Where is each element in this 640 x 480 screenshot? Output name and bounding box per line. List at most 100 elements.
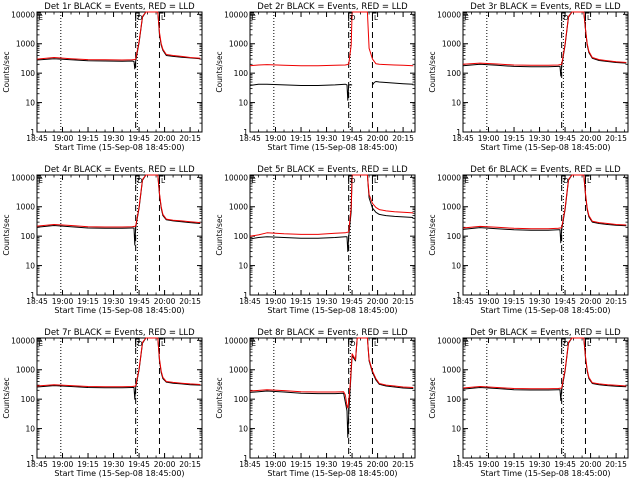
y-tick-label: 100 xyxy=(234,232,249,241)
x-tick-label: 20:15 xyxy=(392,297,414,306)
x-tick-label: 19:30 xyxy=(316,297,338,306)
y-tick-label: 1000 xyxy=(229,366,248,375)
x-tick-label: 20:15 xyxy=(179,134,201,143)
events-series-line xyxy=(249,174,414,252)
marker-label: D xyxy=(350,14,355,22)
x-tick-label: 20:15 xyxy=(605,460,627,469)
y-tick-label: 100 xyxy=(21,69,36,78)
y-tick-label: 100 xyxy=(447,395,462,404)
x-tick-label: 20:00 xyxy=(154,297,176,306)
x-tick-label: 19:15 xyxy=(77,297,99,306)
y-tick-label: 1000 xyxy=(16,366,35,375)
x-tick-label: 19:30 xyxy=(103,460,125,469)
lld-series-line xyxy=(249,11,414,67)
x-tick-label: 19:00 xyxy=(478,460,500,469)
x-tick-label: 19:15 xyxy=(77,134,99,143)
y-axis-label: Counts/sec xyxy=(2,51,11,92)
marker-label: D xyxy=(137,14,142,22)
x-axis-label: Start Time (15-Sep-08 18:45:00) xyxy=(267,143,397,152)
x-tick-label: 19:15 xyxy=(503,134,525,143)
events-series-line xyxy=(462,174,627,244)
x-tick-label: 20:00 xyxy=(367,460,389,469)
y-tick-label: 10000 xyxy=(437,10,461,19)
panel: Det 4r BLACK = Events, RED = LLD 1 10 100 10… xyxy=(2,165,203,315)
y-tick-label: 100 xyxy=(234,395,249,404)
x-tick-label: 18:45 xyxy=(239,297,261,306)
marker-label: E xyxy=(465,340,469,348)
y-tick-label: 1000 xyxy=(442,203,461,212)
x-axis-label: Start Time (15-Sep-08 18:45:00) xyxy=(267,469,397,478)
y-tick-label: 10 xyxy=(25,262,35,271)
y-tick-label: 1 xyxy=(30,291,35,300)
y-tick-label: 10 xyxy=(238,262,248,271)
x-tick-label: 20:00 xyxy=(367,134,389,143)
panel: Det 1r BLACK = Events, RED = LLD 1 10 100 10… xyxy=(2,2,203,152)
marker-label: L xyxy=(374,14,378,22)
panel-title: Det 6r BLACK = Events, RED = LLD xyxy=(470,165,621,175)
x-tick-label: 19:00 xyxy=(52,297,74,306)
x-tick-label: 19:30 xyxy=(103,134,125,143)
plot-frame xyxy=(249,337,416,459)
x-tick-label: 19:30 xyxy=(529,460,551,469)
y-tick-label: 10000 xyxy=(11,336,35,345)
events-series-line xyxy=(372,81,414,86)
lld-series-line xyxy=(36,174,201,228)
y-tick-label: 10 xyxy=(238,425,248,434)
y-tick-label: 1 xyxy=(30,128,35,137)
plot-frame xyxy=(462,11,629,133)
lld-series-line xyxy=(249,337,414,409)
x-tick-label: 20:15 xyxy=(392,460,414,469)
x-tick-label: 19:45 xyxy=(341,134,363,143)
marker-label: D xyxy=(563,177,568,185)
x-tick-label: 18:45 xyxy=(452,134,474,143)
x-tick-label: 20:00 xyxy=(580,297,602,306)
y-tick-label: 100 xyxy=(21,232,36,241)
panel: Det 5r BLACK = Events, RED = LLD 1 10 100 10… xyxy=(215,165,416,315)
x-tick-label: 20:15 xyxy=(392,134,414,143)
x-tick-label: 18:45 xyxy=(26,134,48,143)
marker-label: E xyxy=(39,177,43,185)
y-tick-label: 10000 xyxy=(11,173,35,182)
x-axis-label: Start Time (15-Sep-08 18:45:00) xyxy=(480,469,610,478)
marker-label: E xyxy=(465,14,469,22)
y-tick-label: 10 xyxy=(451,99,461,108)
marker-label: D xyxy=(350,340,355,348)
x-tick-label: 18:45 xyxy=(26,460,48,469)
panel-title: Det 5r BLACK = Events, RED = LLD xyxy=(257,165,408,175)
x-tick-label: 20:15 xyxy=(179,297,201,306)
panel-title: Det 8r BLACK = Events, RED = LLD xyxy=(257,328,408,338)
y-tick-label: 100 xyxy=(21,395,36,404)
marker-label: L xyxy=(587,340,591,348)
lld-series-line xyxy=(36,11,201,61)
marker-label: E xyxy=(39,340,43,348)
marker-label: D xyxy=(350,177,355,185)
y-tick-label: 1000 xyxy=(229,40,248,49)
panel-title: Det 3r BLACK = Events, RED = LLD xyxy=(470,2,621,12)
x-tick-label: 20:00 xyxy=(580,460,602,469)
x-tick-label: 19:00 xyxy=(52,460,74,469)
y-tick-label: 1000 xyxy=(442,366,461,375)
y-axis-label: Counts/sec xyxy=(2,214,11,255)
marker-label: E xyxy=(252,340,256,348)
x-tick-label: 19:45 xyxy=(128,134,150,143)
x-tick-label: 20:00 xyxy=(580,134,602,143)
marker-label: D xyxy=(563,14,568,22)
x-tick-label: 20:15 xyxy=(179,460,201,469)
y-tick-label: 100 xyxy=(234,69,249,78)
lld-series-line xyxy=(462,337,627,390)
y-tick-label: 1 xyxy=(243,291,248,300)
y-tick-label: 10 xyxy=(451,262,461,271)
x-tick-label: 20:00 xyxy=(154,134,176,143)
marker-label: E xyxy=(252,14,256,22)
x-tick-label: 19:45 xyxy=(341,460,363,469)
panel: Det 6r BLACK = Events, RED = LLD 1 10 100 10… xyxy=(428,165,629,315)
x-tick-label: 19:15 xyxy=(503,297,525,306)
plot-frame xyxy=(36,337,203,459)
panel-title: Det 1r BLACK = Events, RED = LLD xyxy=(44,2,195,12)
x-tick-label: 20:15 xyxy=(605,134,627,143)
y-axis-label: Counts/sec xyxy=(215,377,224,418)
x-tick-label: 19:15 xyxy=(290,134,312,143)
x-tick-label: 19:00 xyxy=(265,134,287,143)
